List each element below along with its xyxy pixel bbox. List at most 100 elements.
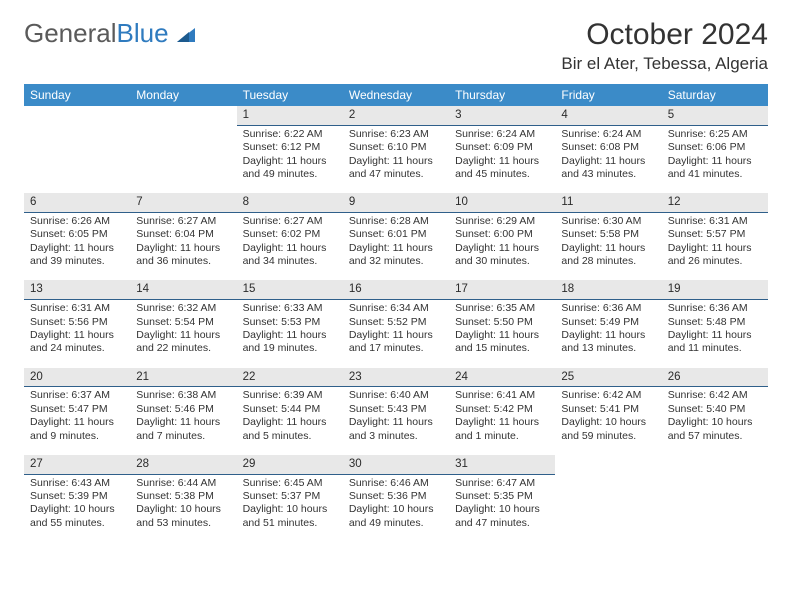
day-number: 21 [130,368,236,387]
day-number: 20 [24,368,130,387]
day1-text: Daylight: 11 hours [30,416,124,429]
logo-text-blue: Blue [117,18,169,48]
sunrise-text: Sunrise: 6:36 AM [561,302,655,315]
day-number: 28 [130,455,236,474]
location: Bir el Ater, Tebessa, Algeria [561,54,768,74]
day2-text: and 47 minutes. [455,517,549,530]
sunrise-text: Sunrise: 6:42 AM [668,389,762,402]
day1-text: Daylight: 11 hours [668,242,762,255]
sunrise-text: Sunrise: 6:42 AM [561,389,655,402]
month-title: October 2024 [561,18,768,52]
sunrise-text: Sunrise: 6:35 AM [455,302,549,315]
day-data-row: Sunrise: 6:22 AMSunset: 6:12 PMDaylight:… [24,125,768,193]
day-number: 22 [237,368,343,387]
day-data-row: Sunrise: 6:37 AMSunset: 5:47 PMDaylight:… [24,387,768,455]
day-cell: Sunrise: 6:27 AMSunset: 6:02 PMDaylight:… [237,212,343,280]
weekday-header: Sunday [24,84,130,106]
sunrise-text: Sunrise: 6:41 AM [455,389,549,402]
day1-text: Daylight: 11 hours [561,155,655,168]
day1-text: Daylight: 11 hours [243,155,337,168]
day-number: 27 [24,455,130,474]
sunrise-text: Sunrise: 6:44 AM [136,477,230,490]
day1-text: Daylight: 11 hours [668,329,762,342]
day-cell: Sunrise: 6:42 AMSunset: 5:41 PMDaylight:… [555,387,661,455]
day2-text: and 53 minutes. [136,517,230,530]
sunset-text: Sunset: 6:06 PM [668,141,762,154]
sunset-text: Sunset: 6:01 PM [349,228,443,241]
day-cell: Sunrise: 6:45 AMSunset: 5:37 PMDaylight:… [237,474,343,542]
day-number: 8 [237,193,343,212]
day2-text: and 3 minutes. [349,430,443,443]
day-number: 7 [130,193,236,212]
sunset-text: Sunset: 5:37 PM [243,490,337,503]
day-cell: Sunrise: 6:23 AMSunset: 6:10 PMDaylight:… [343,125,449,193]
day2-text: and 43 minutes. [561,168,655,181]
day2-text: and 57 minutes. [668,430,762,443]
sunrise-text: Sunrise: 6:27 AM [136,215,230,228]
day2-text: and 47 minutes. [349,168,443,181]
sunrise-text: Sunrise: 6:36 AM [668,302,762,315]
day-number: 12 [662,193,768,212]
day-number: 16 [343,280,449,299]
sunset-text: Sunset: 5:49 PM [561,316,655,329]
day-number: 2 [343,106,449,125]
day-cell: Sunrise: 6:36 AMSunset: 5:48 PMDaylight:… [662,300,768,368]
logo-sail-icon [177,28,197,44]
weekday-header: Monday [130,84,236,106]
day2-text: and 36 minutes. [136,255,230,268]
day-number: 14 [130,280,236,299]
day1-text: Daylight: 10 hours [243,503,337,516]
sunset-text: Sunset: 6:10 PM [349,141,443,154]
day2-text: and 1 minute. [455,430,549,443]
calendar-table: Sunday Monday Tuesday Wednesday Thursday… [24,84,768,542]
sunrise-text: Sunrise: 6:31 AM [30,302,124,315]
logo-text-general: General [24,18,117,49]
sunrise-text: Sunrise: 6:30 AM [561,215,655,228]
day-cell: Sunrise: 6:26 AMSunset: 6:05 PMDaylight:… [24,212,130,280]
day-number: 19 [662,280,768,299]
day1-text: Daylight: 10 hours [349,503,443,516]
day-cell: Sunrise: 6:30 AMSunset: 5:58 PMDaylight:… [555,212,661,280]
day-number: 24 [449,368,555,387]
day2-text: and 13 minutes. [561,342,655,355]
day2-text: and 49 minutes. [243,168,337,181]
sunset-text: Sunset: 6:05 PM [30,228,124,241]
day-cell: Sunrise: 6:25 AMSunset: 6:06 PMDaylight:… [662,125,768,193]
day-number: 31 [449,455,555,474]
day-number-row: 20212223242526 [24,368,768,387]
header: General Blue October 2024 Bir el Ater, T… [24,18,768,74]
sunset-text: Sunset: 5:41 PM [561,403,655,416]
day1-text: Daylight: 11 hours [30,329,124,342]
day1-text: Daylight: 10 hours [668,416,762,429]
sunrise-text: Sunrise: 6:37 AM [30,389,124,402]
sunrise-text: Sunrise: 6:33 AM [243,302,337,315]
day1-text: Daylight: 11 hours [243,242,337,255]
day2-text: and 9 minutes. [30,430,124,443]
day-number: 15 [237,280,343,299]
day-number: 9 [343,193,449,212]
sunrise-text: Sunrise: 6:27 AM [243,215,337,228]
sunrise-text: Sunrise: 6:22 AM [243,128,337,141]
sunrise-text: Sunrise: 6:38 AM [136,389,230,402]
day2-text: and 17 minutes. [349,342,443,355]
day-cell: Sunrise: 6:46 AMSunset: 5:36 PMDaylight:… [343,474,449,542]
day-cell: Sunrise: 6:22 AMSunset: 6:12 PMDaylight:… [237,125,343,193]
day1-text: Daylight: 11 hours [561,242,655,255]
day-data-row: Sunrise: 6:31 AMSunset: 5:56 PMDaylight:… [24,300,768,368]
day2-text: and 7 minutes. [136,430,230,443]
day1-text: Daylight: 11 hours [455,416,549,429]
weekday-header: Tuesday [237,84,343,106]
title-block: October 2024 Bir el Ater, Tebessa, Alger… [561,18,768,74]
day-cell: Sunrise: 6:24 AMSunset: 6:09 PMDaylight:… [449,125,555,193]
day-cell: Sunrise: 6:27 AMSunset: 6:04 PMDaylight:… [130,212,236,280]
day2-text: and 15 minutes. [455,342,549,355]
day1-text: Daylight: 11 hours [668,155,762,168]
logo: General Blue [24,18,197,49]
day2-text: and 59 minutes. [561,430,655,443]
sunset-text: Sunset: 5:43 PM [349,403,443,416]
day-cell: Sunrise: 6:32 AMSunset: 5:54 PMDaylight:… [130,300,236,368]
sunset-text: Sunset: 5:46 PM [136,403,230,416]
day-cell: Sunrise: 6:31 AMSunset: 5:56 PMDaylight:… [24,300,130,368]
day1-text: Daylight: 11 hours [349,155,443,168]
day-cell: Sunrise: 6:41 AMSunset: 5:42 PMDaylight:… [449,387,555,455]
